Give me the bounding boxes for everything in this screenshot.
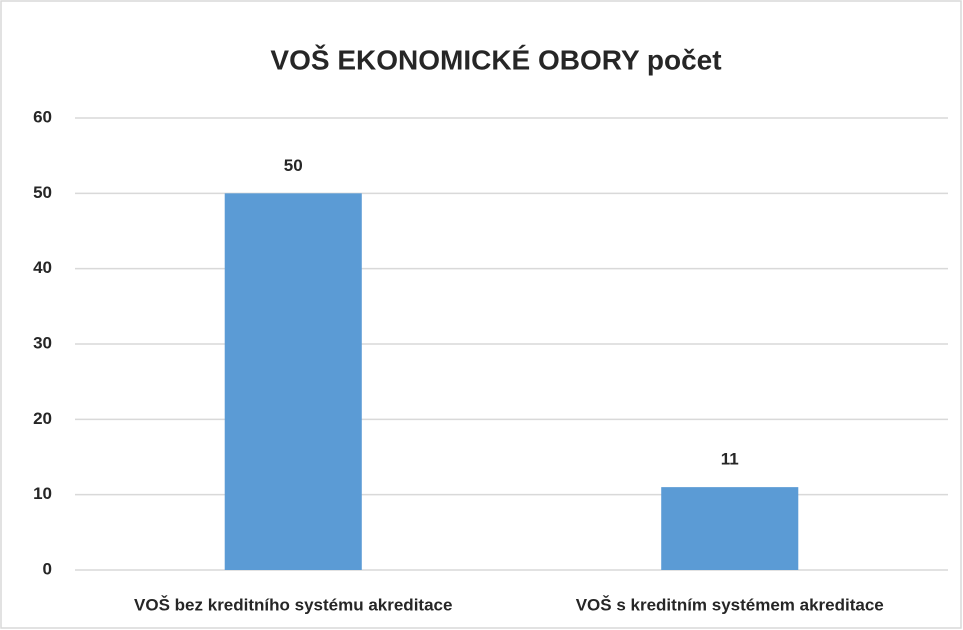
x-tick-label: VOŠ bez kreditního systému akreditace [134,595,452,614]
bar [224,193,362,571]
y-tick-label: 30 [33,333,52,352]
y-tick-label: 60 [33,107,52,126]
y-tick-label: 0 [43,559,52,578]
x-tick-label: VOŠ s kreditním systémem akreditace [576,595,884,614]
chart-title: VOŠ EKONOMICKÉ OBORY počet [270,43,721,75]
y-tick-label: 20 [33,409,52,428]
data-label: 11 [721,450,739,469]
bar [661,487,799,570]
data-label: 50 [284,156,303,175]
y-tick-label: 50 [33,183,52,202]
y-tick-label: 40 [33,258,52,277]
y-tick-label: 10 [33,484,52,503]
